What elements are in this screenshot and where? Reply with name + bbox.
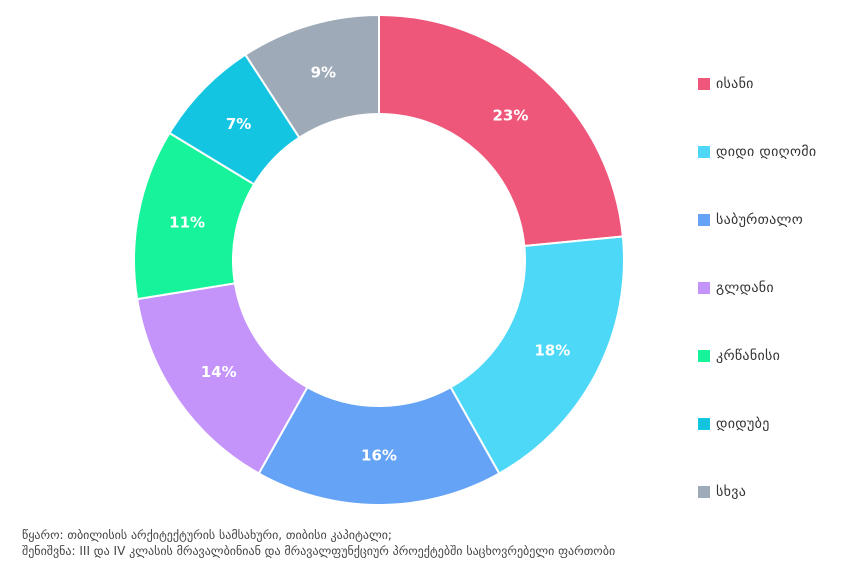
legend-swatch bbox=[698, 282, 710, 294]
legend-label: საბურთალო bbox=[716, 212, 804, 228]
legend-swatch bbox=[698, 78, 710, 90]
slice-value-label: 9% bbox=[311, 64, 336, 82]
legend-label: დიდი დიღომი bbox=[716, 144, 817, 160]
donut-slice bbox=[243, 13, 380, 140]
donut-slice bbox=[257, 385, 501, 506]
legend-label: ისანი bbox=[716, 76, 754, 92]
legend-label: სხვა bbox=[716, 484, 747, 500]
legend-item: საბურთალო bbox=[698, 186, 816, 254]
slice-value-label: 16% bbox=[361, 447, 397, 465]
legend-item: დიდი დიღომი bbox=[698, 118, 816, 186]
legend-swatch bbox=[698, 350, 710, 362]
source-note: წყარო: თბილისის არქიტექტურის სამსახური, … bbox=[22, 528, 392, 542]
legend-item: ისანი bbox=[698, 50, 816, 118]
legend-swatch bbox=[698, 418, 710, 430]
slice-value-label: 14% bbox=[201, 363, 237, 381]
legend-swatch bbox=[698, 214, 710, 226]
legend-label: კრწანისი bbox=[716, 348, 781, 364]
donut-slice bbox=[449, 235, 625, 475]
legend-label: გლდანი bbox=[716, 280, 774, 296]
legend-item: გლდანი bbox=[698, 254, 816, 322]
legend-item: სხვა bbox=[698, 458, 816, 526]
chart-legend: ისანი დიდი დიღომი საბურთალო გლდანი კრწანისი დ… bbox=[698, 50, 816, 526]
slice-value-label: 11% bbox=[169, 214, 205, 232]
legend-item: კრწანისი bbox=[698, 322, 816, 390]
remark-note: შენიშვნა: III და IV კლასის მრავალბინიან … bbox=[22, 544, 616, 558]
legend-item: დიდუბე bbox=[698, 390, 816, 458]
slice-value-label: 23% bbox=[492, 106, 528, 124]
legend-swatch bbox=[698, 486, 710, 498]
slice-value-label: 18% bbox=[534, 341, 570, 359]
legend-swatch bbox=[698, 146, 710, 158]
footnote: წყარო: თბილისის არქიტექტურის სამსახური, … bbox=[22, 527, 615, 559]
donut-slice bbox=[378, 13, 624, 248]
slice-value-label: 7% bbox=[226, 115, 251, 133]
legend-label: დიდუბე bbox=[716, 416, 770, 432]
